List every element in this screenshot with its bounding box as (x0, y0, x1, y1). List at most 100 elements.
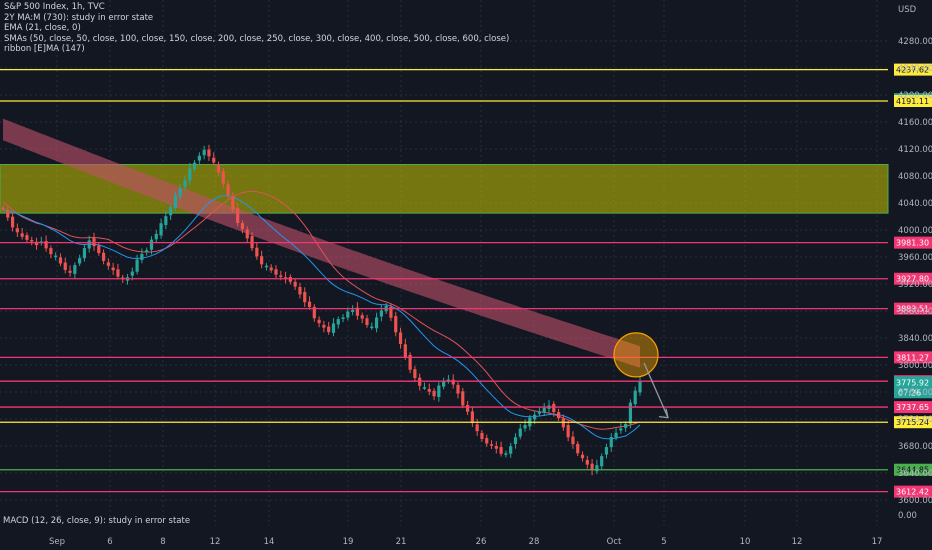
candle-body (609, 437, 613, 448)
candle-body (413, 369, 417, 378)
candle-body (374, 317, 379, 329)
level-label-bg (894, 485, 932, 498)
x-axis-tick: 14 (264, 537, 275, 547)
candle-body (494, 446, 498, 449)
y-axis-tick: 4120.00 (898, 145, 932, 155)
candle-body (192, 162, 197, 169)
candle-body (221, 171, 225, 184)
candle-body (461, 391, 465, 406)
candle-body (6, 210, 10, 218)
candle-body (389, 306, 393, 318)
level-label-bg (894, 236, 932, 249)
y-axis-tick: 4040.00 (898, 199, 932, 209)
candle-body (518, 428, 522, 437)
candle-body (25, 235, 29, 240)
x-axis-tick: 6 (107, 537, 112, 547)
candle-body (489, 444, 494, 446)
candle-body (307, 301, 312, 308)
candle-body (346, 311, 350, 318)
y-axis-tick: 4080.00 (898, 172, 932, 182)
x-axis-tick: 12 (792, 537, 803, 547)
level-label: 3927.80 (896, 275, 929, 284)
candle-body (97, 245, 101, 254)
level-label: 3883.51 (896, 305, 929, 314)
level-label-bg (894, 302, 932, 315)
candle-body (633, 390, 637, 405)
candle-body (604, 447, 609, 455)
candle-body (561, 418, 565, 428)
level-label-bg (894, 463, 932, 476)
candle-body (394, 316, 398, 333)
legend-smas: SMAs (50, close, 50, close, 100, close, … (4, 33, 510, 44)
candle-body (30, 239, 34, 242)
candle-body (231, 196, 235, 210)
candle-body (226, 184, 230, 196)
candle-body (542, 407, 546, 413)
candle-body (159, 223, 163, 236)
y-axis-tick-macd: 0.00 (898, 511, 917, 521)
legend-ema: EMA (21, close, 0) (4, 23, 81, 34)
candle-body (73, 265, 77, 274)
candle-body (566, 425, 570, 438)
candle-body (236, 208, 240, 223)
candle-body (365, 318, 369, 326)
candle-body (590, 463, 594, 471)
price-countdown: 07:26 (898, 388, 921, 397)
y-axis-tick: 4240.00 (898, 64, 932, 74)
candle-body (513, 437, 518, 444)
x-axis-tick: Oct (607, 537, 622, 547)
candle-body (15, 228, 19, 233)
y-axis-tick: 4200.00 (898, 91, 932, 101)
candle-body (188, 168, 192, 181)
candle-body (20, 233, 24, 237)
level-label-bg (894, 351, 932, 364)
candle-body (130, 271, 134, 276)
candle-body (580, 454, 585, 459)
legend-ribbon: ribbon [E]MA (147) (4, 44, 85, 55)
candle-body (58, 257, 63, 264)
candle-body (87, 240, 91, 249)
macd-label: MACD (12, 26, close, 9): study in error … (3, 516, 191, 526)
candle-body (619, 428, 623, 431)
candle-body (178, 188, 182, 197)
candle-body (1, 207, 5, 210)
candle-body (408, 354, 412, 370)
candle-body (470, 411, 474, 423)
candle-body (111, 267, 115, 271)
level-label-bg (894, 401, 932, 414)
candle-body (116, 269, 120, 277)
candle-body (303, 292, 307, 303)
level-label: 4191.11 (896, 97, 929, 106)
candle-body (576, 443, 580, 454)
candle-body (10, 216, 15, 228)
x-axis-tick: Sep (49, 537, 65, 547)
sma-line (2, 190, 641, 430)
candle-body (140, 253, 144, 260)
candle-body (54, 255, 58, 258)
candle-body (638, 380, 642, 393)
candle-body (327, 326, 331, 333)
level-label-bg (894, 272, 932, 285)
candle-body (49, 248, 53, 255)
level-label-bg (894, 95, 932, 108)
candle-body (322, 324, 326, 328)
candle-body (169, 207, 173, 216)
candle-body (207, 149, 211, 157)
candle-body (437, 385, 441, 397)
candle-body (552, 403, 556, 412)
candle-body (317, 319, 321, 324)
y-axis-tick: 3600.00 (898, 496, 932, 506)
candle-body (183, 180, 187, 187)
y-axis-tick: 3680.00 (898, 442, 932, 452)
candle-body (293, 281, 297, 287)
y-axis-tick: 3880.00 (898, 307, 932, 317)
candle-body (432, 390, 436, 397)
candle-body (274, 269, 278, 275)
projection-arrowhead (658, 408, 669, 419)
level-label: 3811.27 (896, 353, 929, 362)
candle-body (600, 456, 604, 467)
candle-body (465, 404, 470, 412)
x-axis-tick: 19 (343, 537, 354, 547)
candle-body (312, 306, 316, 319)
